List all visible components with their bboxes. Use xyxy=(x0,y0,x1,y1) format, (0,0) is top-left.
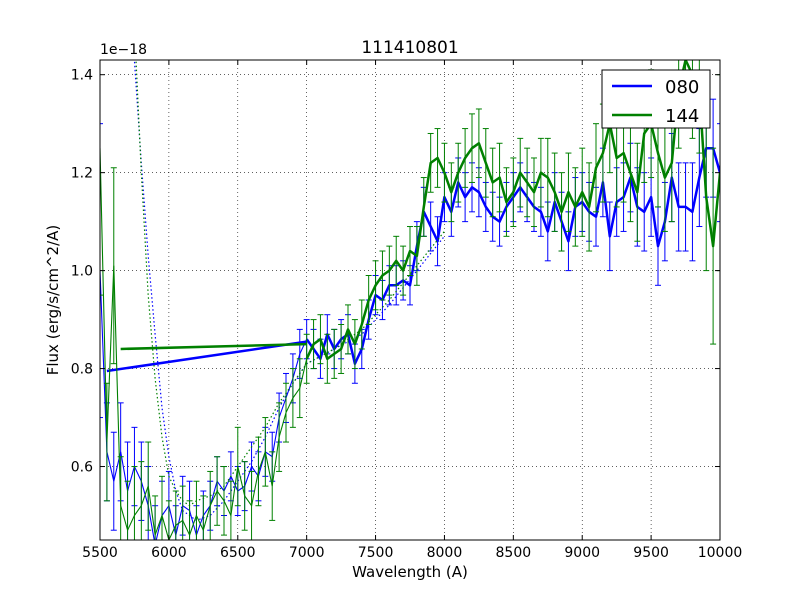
legend-box xyxy=(601,69,711,129)
x-tick-label: 8000 xyxy=(427,545,463,561)
gap-line-144 xyxy=(120,342,307,351)
x-tick-label: 8500 xyxy=(496,545,532,561)
x-tick-label: 7500 xyxy=(358,545,394,561)
series-layer xyxy=(100,60,720,540)
x-tick-label: 9000 xyxy=(564,545,600,561)
y-axis-label: Flux (erg/s/cm^2/A) xyxy=(44,225,62,376)
x-tick-label: 5500 xyxy=(82,545,118,561)
x-tick-label: 7000 xyxy=(289,545,325,561)
y-tick-label: 1.4 xyxy=(71,68,93,84)
x-axis-label: Wavelength (A) xyxy=(352,563,468,581)
ticks: 5500 6000 6500 7000 7500 8000 8500 9000 9500 1000… xyxy=(71,60,743,561)
y-tick-label: 1.2 xyxy=(71,166,93,182)
y-tick-label: 1.0 xyxy=(71,264,93,280)
y-offset-label: 1e−18 xyxy=(100,42,147,58)
gap-line-080 xyxy=(106,340,307,373)
plot-frame xyxy=(99,59,721,541)
y-tick-label: 0.8 xyxy=(71,362,93,378)
x-tick-label: 9500 xyxy=(633,545,669,561)
y-tick-label: 0.6 xyxy=(71,460,93,476)
x-tick-label: 10000 xyxy=(698,545,743,561)
legend-label-080: 080 xyxy=(665,77,699,98)
legend-label-144: 144 xyxy=(665,106,699,127)
x-tick-label: 6500 xyxy=(220,545,256,561)
chart-title: 111410801 xyxy=(361,38,458,58)
x-tick-label: 6000 xyxy=(151,545,187,561)
series-144 xyxy=(100,60,720,540)
